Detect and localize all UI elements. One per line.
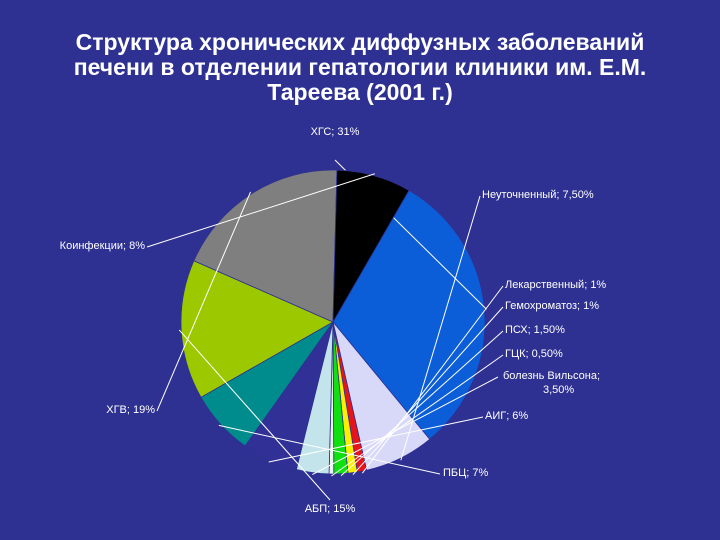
slice-label-коинфекции: Коинфекции; 8% xyxy=(60,240,146,252)
leader-line-абп xyxy=(178,329,331,501)
slide-title: Структура хронических диффузных заболева… xyxy=(40,30,680,105)
slice-label-болезнь-вильсона: болезнь Вильсона; 3,50% xyxy=(503,370,600,396)
pie-slice-коинфекции xyxy=(332,169,410,323)
pie-slice-хгс xyxy=(332,189,486,440)
pie-slice-абп xyxy=(180,260,334,398)
slice-label-пбц: ПБЦ; 7% xyxy=(443,467,488,479)
leader-line-пбц xyxy=(218,424,441,475)
slice-label-аиг: АИГ; 6% xyxy=(485,410,528,422)
slice-label-лекарственный: Лекарственный; 1% xyxy=(505,279,606,291)
leader-line-хгв xyxy=(156,191,251,412)
slice-label-хгс: ХГС; 31% xyxy=(311,126,360,138)
slice-label-гцк: ГЦК; 0,50% xyxy=(505,348,563,360)
leader-line-коинфекции xyxy=(146,173,375,248)
leader-line-лекарственный xyxy=(361,285,504,474)
pie-slice-хгв xyxy=(193,169,338,323)
slice-label-гемохроматоз: Гемохроматоз; 1% xyxy=(505,300,599,312)
title-line-2: печени в отделении гепатологии клиники и… xyxy=(73,54,647,80)
title-line-3: Тареева (2001 г.) xyxy=(267,79,453,105)
leader-line-гемохроматоз xyxy=(352,306,504,476)
slice-label-псх: ПСХ; 1,50% xyxy=(505,324,565,336)
leader-line-псх xyxy=(340,330,504,477)
leader-line-аиг xyxy=(268,416,484,463)
slice-label-неуточненный: Неуточненный; 7,50% xyxy=(482,189,594,201)
leader-line-болезнь-вильсона xyxy=(312,376,499,476)
title-line-1: Структура хронических диффузных заболева… xyxy=(75,29,645,55)
leader-line-гцк xyxy=(331,354,504,477)
slice-label-абп: АБП; 15% xyxy=(305,503,356,515)
slice-label-хгв: ХГВ; 19% xyxy=(106,404,155,416)
leader-line-неуточненный xyxy=(400,195,481,461)
